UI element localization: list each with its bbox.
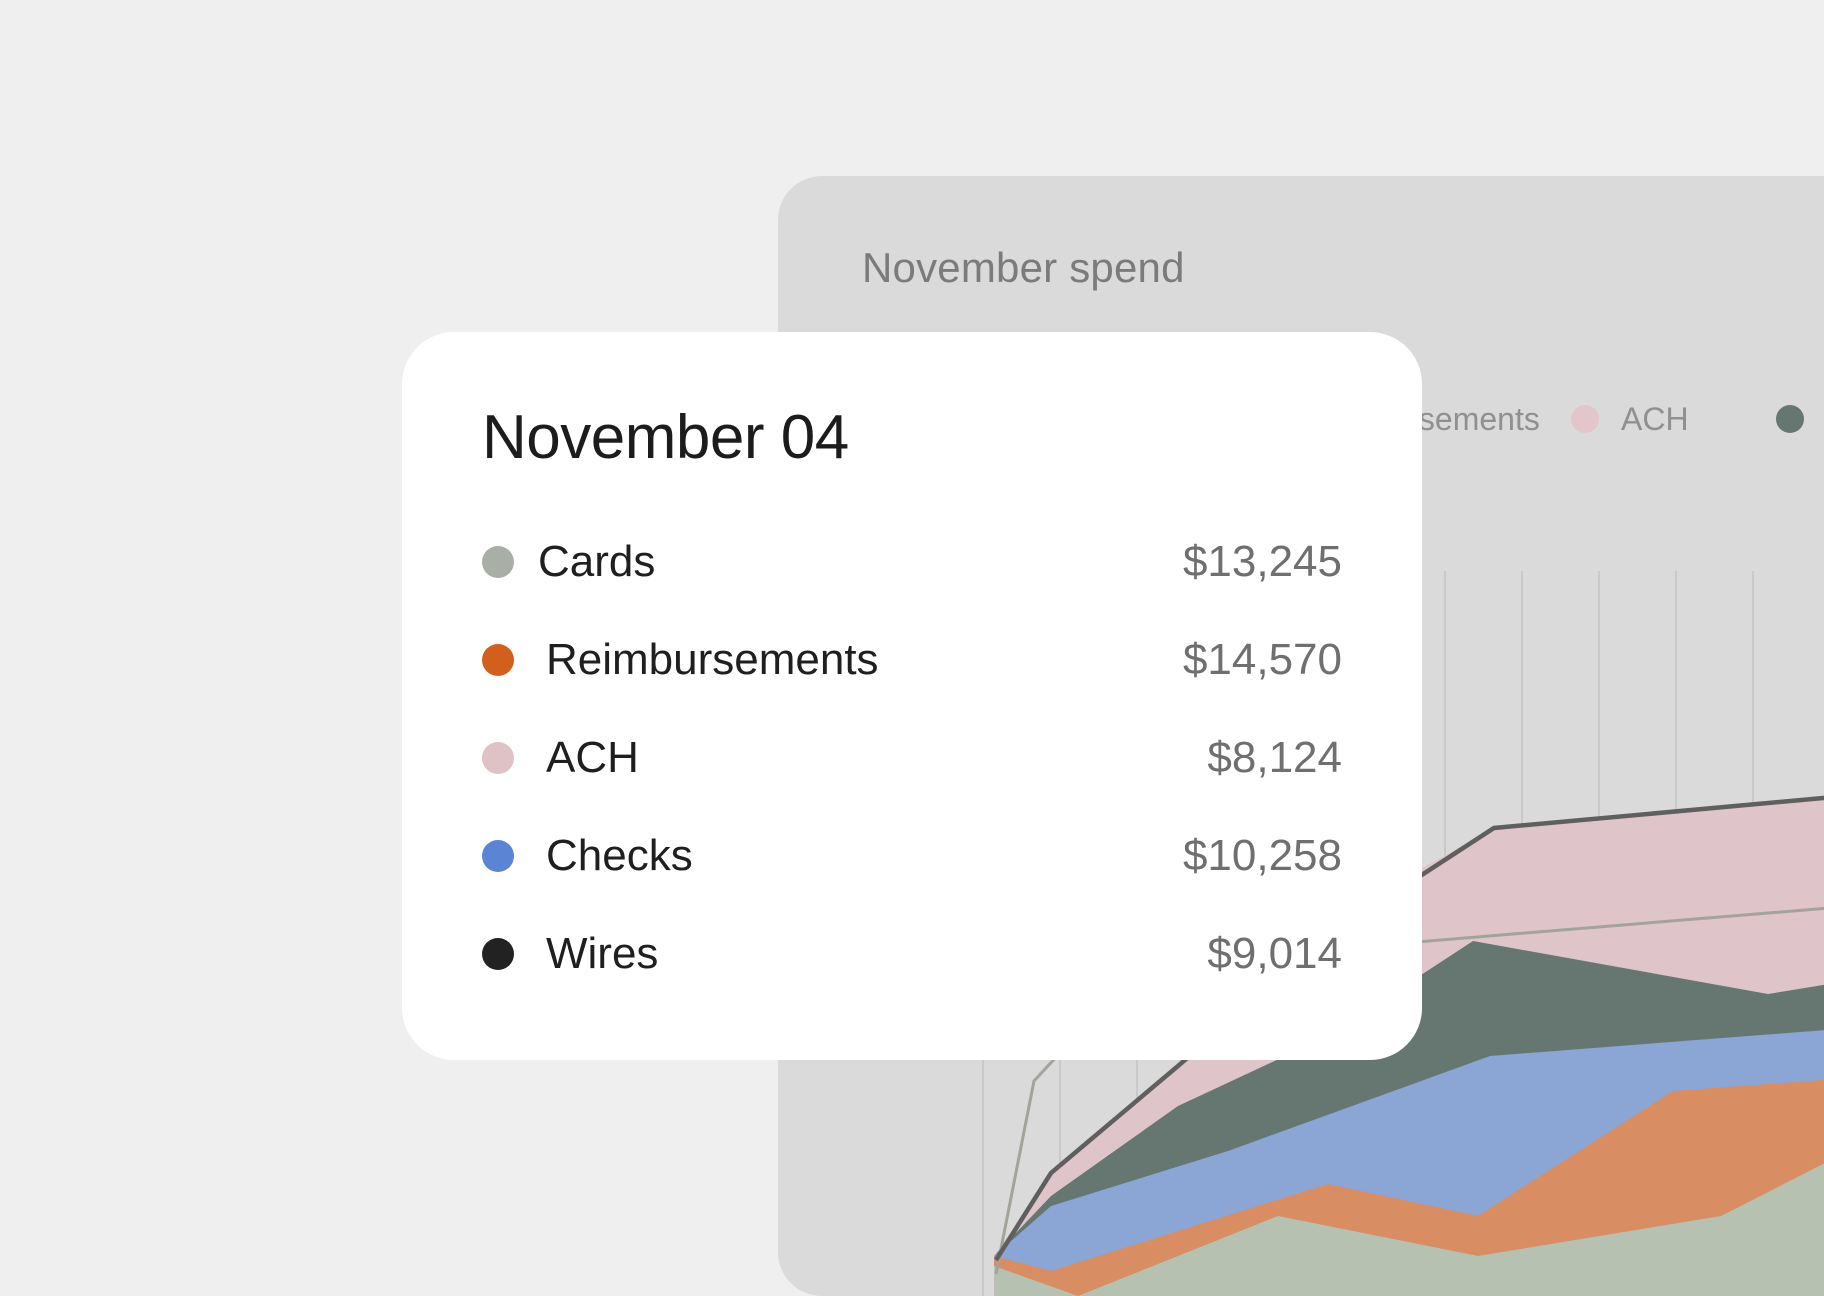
series-value: $13,245	[1182, 537, 1342, 586]
tooltip-row-wires: Wires $9,014	[482, 924, 1342, 984]
series-dot	[482, 840, 514, 872]
series-label: Wires	[546, 929, 659, 978]
legend-item-wires[interactable]	[1776, 399, 1824, 439]
series-label: Cards	[538, 537, 656, 586]
series-dot	[482, 546, 514, 578]
legend-dot	[1571, 405, 1599, 433]
tooltip-row-cards: Cards $13,245	[482, 532, 1342, 592]
series-label: ACH	[546, 733, 639, 782]
tooltip-card: November 04 Cards $13,245 Reimbursements…	[402, 332, 1422, 1060]
series-value: $9,014	[1207, 929, 1342, 978]
series-value: $14,570	[1182, 635, 1342, 684]
chart-title: November spend	[862, 244, 1185, 291]
series-value: $8,124	[1207, 733, 1342, 782]
spend-area-chart	[982, 571, 1824, 1296]
series-dot	[482, 938, 514, 970]
series-value: $10,258	[1182, 831, 1342, 880]
series-dot	[482, 742, 514, 774]
series-label: Reimbursements	[546, 635, 879, 684]
series-label: Checks	[546, 831, 693, 880]
tooltip-row-checks: Checks $10,258	[482, 826, 1342, 886]
legend-label: ACH	[1621, 400, 1689, 437]
legend-dot	[1776, 405, 1804, 433]
tooltip-title: November 04	[482, 403, 849, 472]
series-dot	[482, 644, 514, 676]
tooltip-row-ach: ACH $8,124	[482, 728, 1342, 788]
legend-item-ach[interactable]: ACH	[1571, 399, 1689, 439]
tooltip-row-reimbursements: Reimbursements $14,570	[482, 630, 1342, 690]
